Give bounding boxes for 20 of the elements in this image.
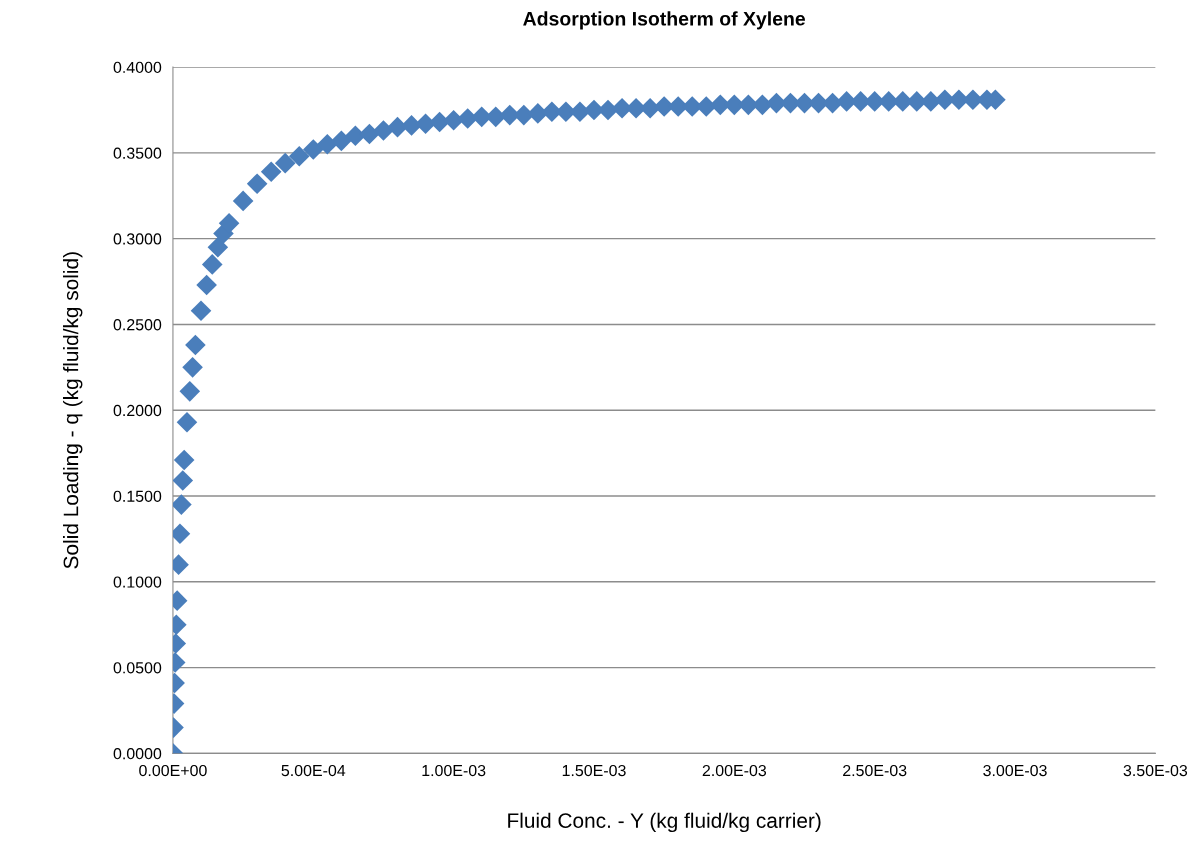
y-tick-label: 0.2500	[113, 319, 162, 331]
y-tick-label: 0.2000	[113, 404, 162, 417]
y-tick-label: 0.4000	[113, 61, 162, 74]
y-tick-label: 0.1500	[113, 490, 162, 502]
x-tick-label: 1.00E-03	[422, 764, 486, 777]
x-tick-label: 3.00E-03	[983, 764, 1047, 777]
y-tick-label: 0.3000	[113, 233, 162, 245]
y-tick-label: 0.3500	[113, 147, 162, 159]
y-tick-label: 0.0000	[113, 747, 162, 760]
x-tick-label: 3.50E-03	[1123, 764, 1188, 777]
y-tick-label: 0.0500	[113, 662, 162, 674]
x-tick-label: 5.00E-04	[281, 764, 346, 777]
x-tick-label: 2.50E-03	[843, 764, 907, 777]
y-tick-label: 0.1000	[113, 576, 162, 588]
x-axis-title: Fluid Conc. - Y (kg fluid/kg carrier)	[508, 812, 821, 833]
x-tick-label: 2.00E-03	[702, 764, 767, 777]
y-axis-title: Solid Loading - q (kg fluid/kg solid)	[63, 252, 83, 569]
chart-title: Adsorption Isotherm of Xylene	[523, 11, 806, 30]
x-tick-label: 1.50E-03	[562, 764, 626, 777]
x-tick-label: 0.00E+00	[139, 764, 207, 777]
